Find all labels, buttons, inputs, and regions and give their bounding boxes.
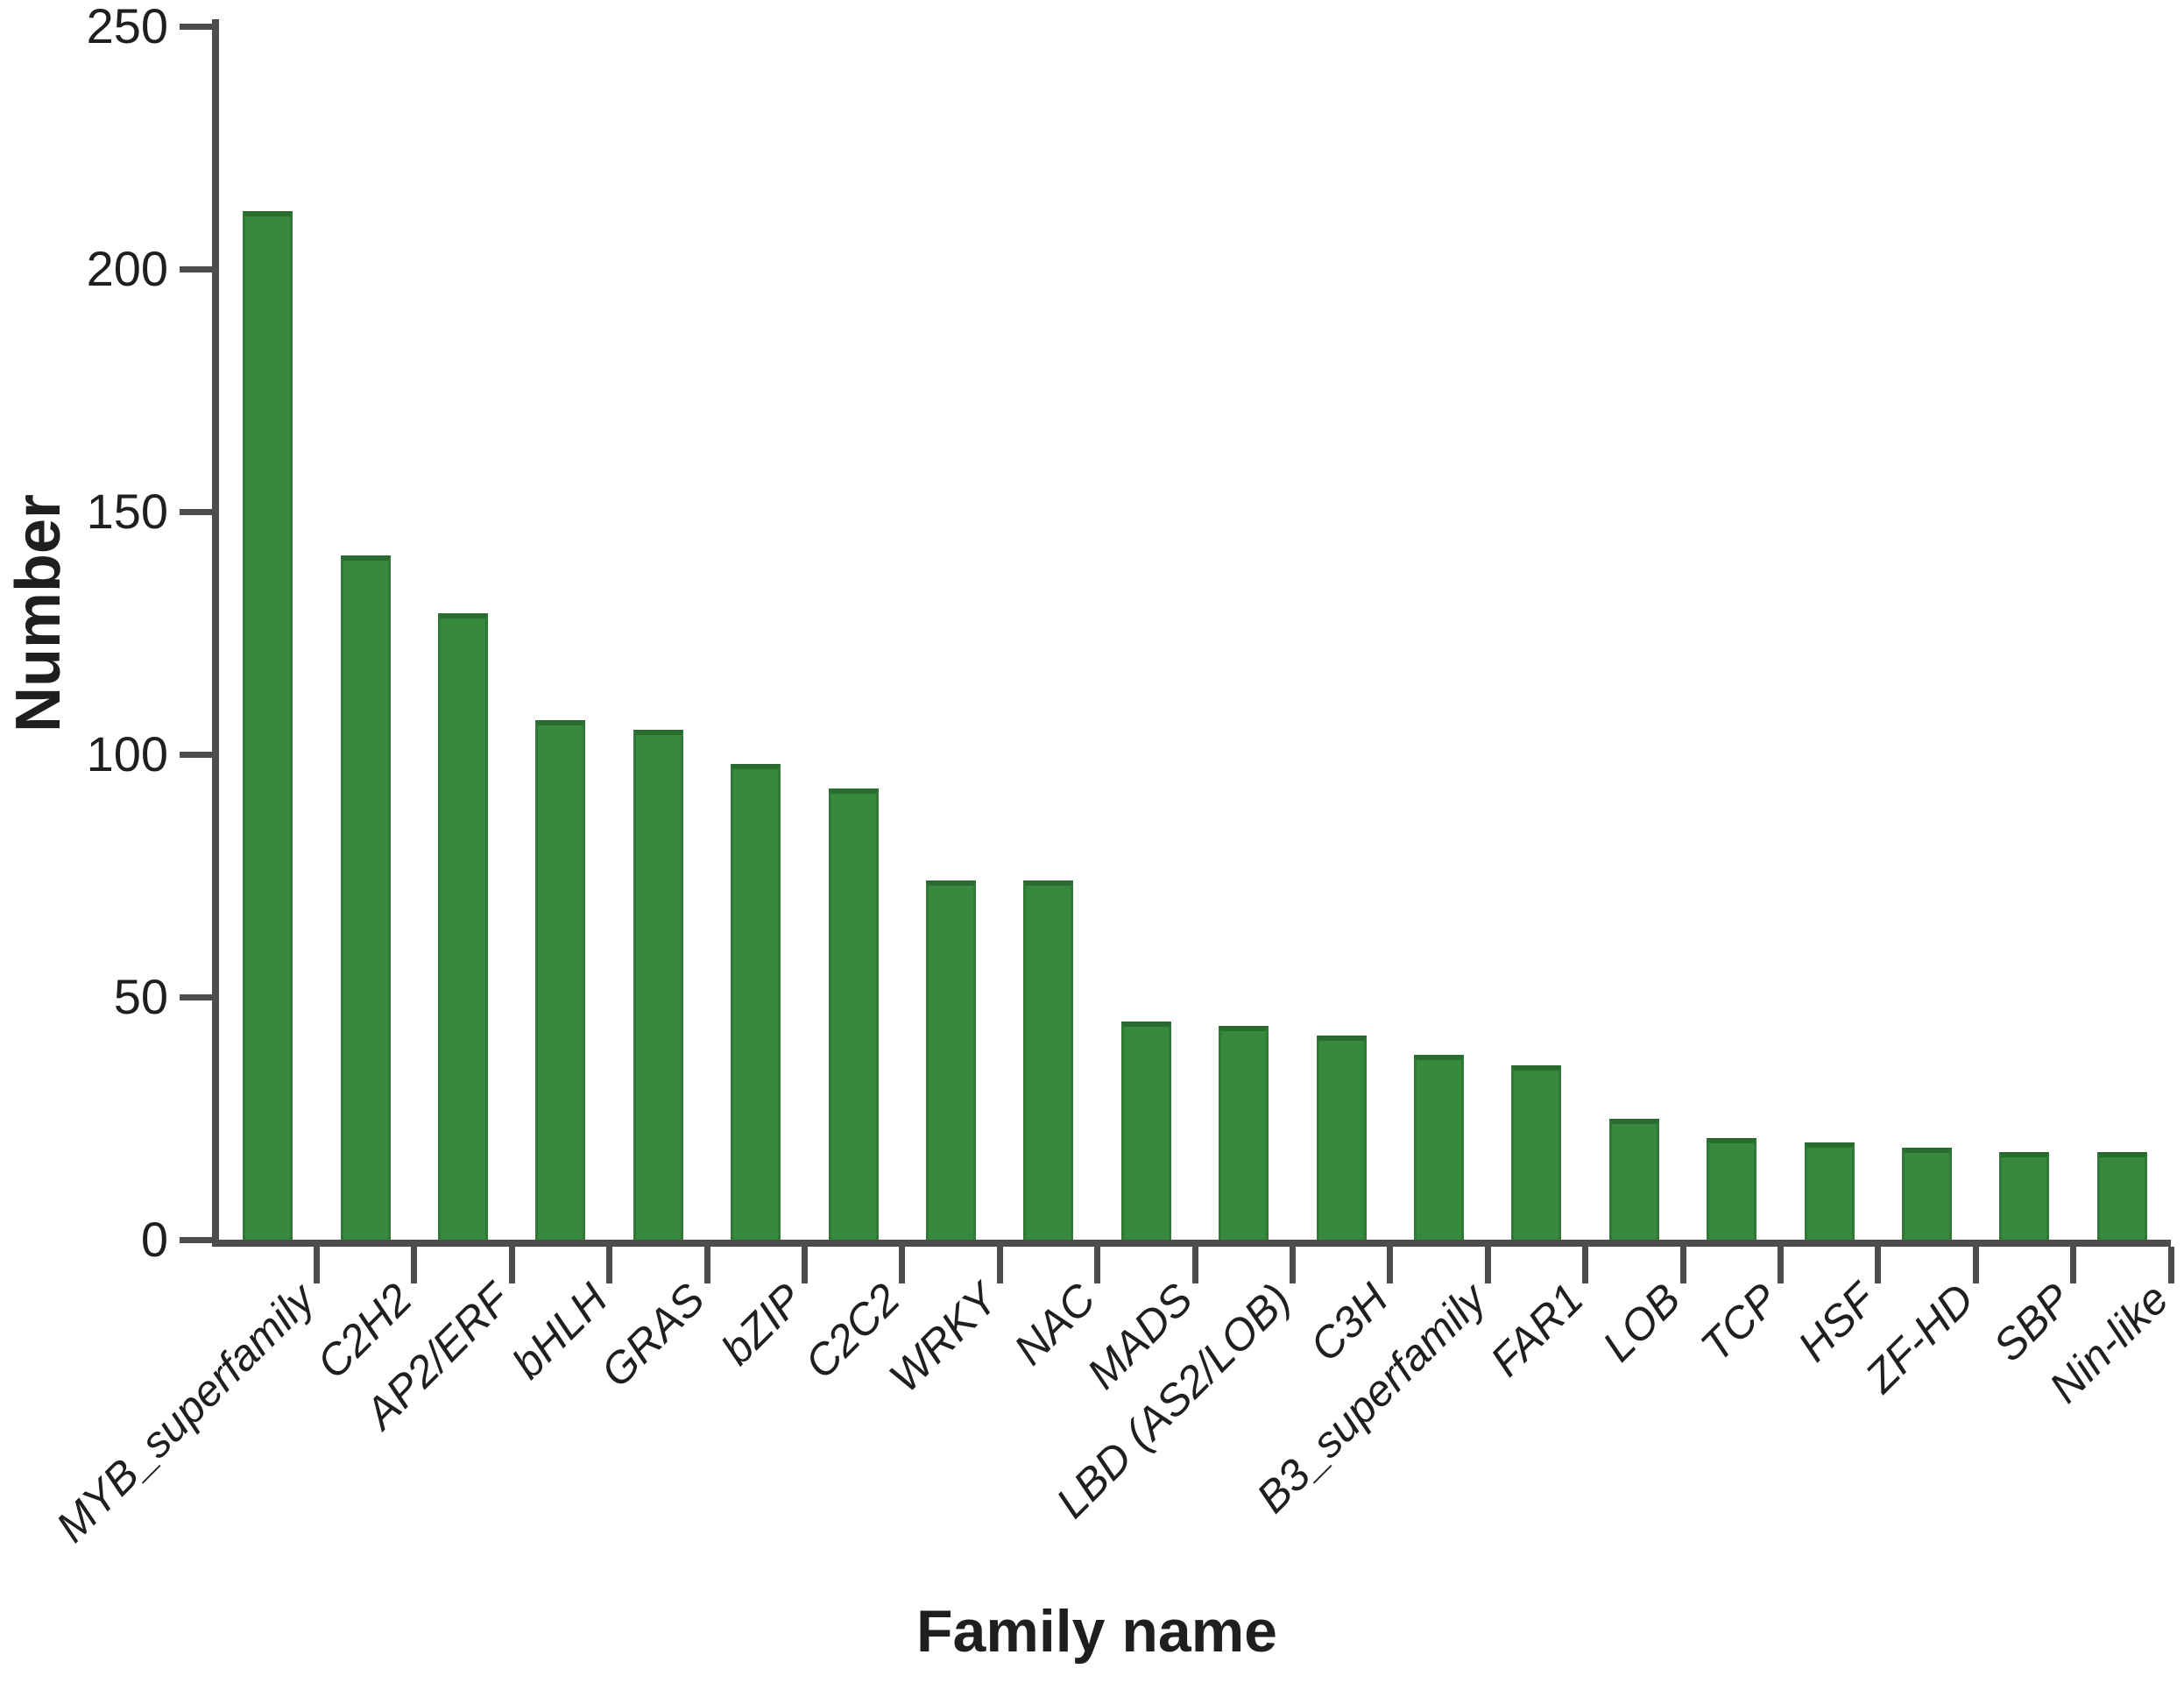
x-tick <box>1289 1247 1296 1283</box>
bar <box>438 613 488 1240</box>
x-tick <box>1191 1247 1198 1283</box>
bar <box>1219 1026 1269 1240</box>
x-tick <box>606 1247 613 1283</box>
x-tick <box>996 1247 1003 1283</box>
x-tick <box>703 1247 710 1283</box>
bar <box>1804 1142 1855 1240</box>
y-tick-label: 50 <box>113 969 168 1024</box>
y-tick <box>180 1236 219 1243</box>
bar <box>828 788 879 1240</box>
x-tick <box>1679 1247 1686 1283</box>
bar <box>1999 1152 2050 1240</box>
y-axis-title: Number <box>4 493 74 733</box>
x-tick <box>313 1247 320 1283</box>
bar <box>535 720 586 1240</box>
x-tick <box>411 1247 418 1283</box>
y-tick-label: 0 <box>140 1212 168 1267</box>
x-tick <box>508 1247 515 1283</box>
y-tick-label: 150 <box>86 484 168 539</box>
bar <box>2096 1152 2147 1240</box>
plot-area <box>219 26 2171 1240</box>
x-tick <box>1582 1247 1589 1283</box>
y-tick-label: 100 <box>86 726 168 781</box>
x-tick <box>2070 1247 2077 1283</box>
bar <box>926 880 976 1240</box>
x-tick <box>1875 1247 1882 1283</box>
x-tick <box>1094 1247 1101 1283</box>
bar <box>1414 1055 1464 1240</box>
x-tick <box>1777 1247 1784 1283</box>
x-tick <box>1484 1247 1491 1283</box>
x-tick <box>2167 1247 2174 1283</box>
x-tick <box>1387 1247 1394 1283</box>
bar <box>243 210 293 1240</box>
bar <box>1608 1118 1659 1240</box>
bar <box>1316 1036 1367 1240</box>
x-tick <box>1972 1247 1979 1283</box>
bar <box>633 730 683 1240</box>
x-tick <box>899 1247 906 1283</box>
y-tick <box>180 508 219 515</box>
y-tick-label: 200 <box>86 241 168 296</box>
y-tick-label: 250 <box>86 0 168 53</box>
bar <box>1120 1021 1171 1240</box>
bar <box>1511 1064 1562 1240</box>
y-tick <box>180 265 219 272</box>
y-tick <box>180 993 219 1000</box>
x-axis-line <box>212 1240 2171 1247</box>
x-axis-title: Family name <box>916 1598 1277 1665</box>
x-tick <box>801 1247 808 1283</box>
bar <box>1902 1147 1952 1240</box>
y-tick <box>180 23 219 30</box>
y-axis-line <box>212 19 219 1247</box>
bar <box>1707 1137 1757 1240</box>
bar <box>340 555 391 1240</box>
bar <box>1023 880 1074 1240</box>
y-tick <box>180 751 219 758</box>
bar <box>731 764 781 1240</box>
